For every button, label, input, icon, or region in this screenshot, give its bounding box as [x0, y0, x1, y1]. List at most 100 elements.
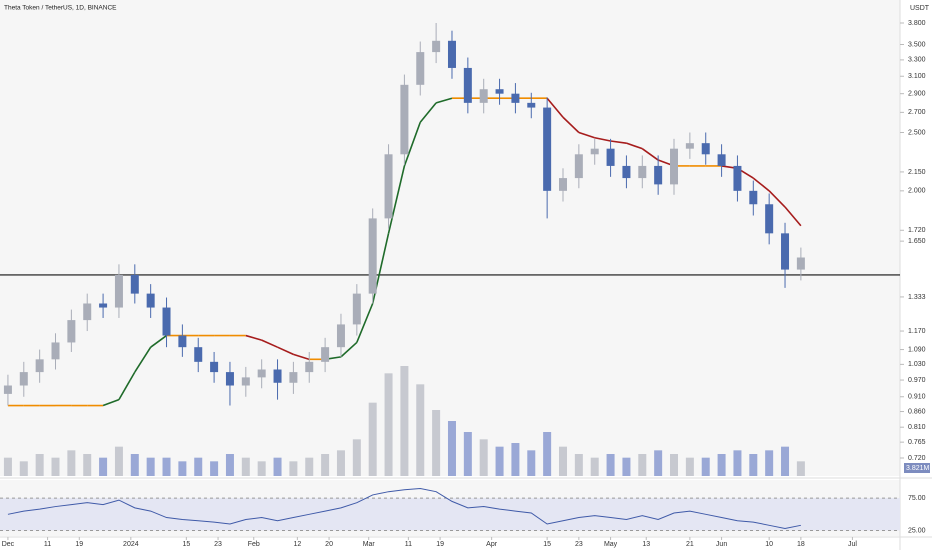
candle-body — [432, 40, 441, 53]
candle-body — [654, 165, 663, 185]
chart-title: Theta Token / TetherUS, 1D, BINANCE — [4, 5, 117, 12]
y-tick-label: 1.170 — [908, 328, 926, 335]
volume-bar — [590, 457, 599, 476]
x-tick-label: Mar — [363, 541, 376, 548]
candle-body — [670, 148, 679, 185]
volume-bar — [35, 454, 44, 476]
x-tick-label: 20 — [325, 541, 333, 548]
candle-body — [352, 293, 361, 325]
rsi-tick-label: 75.00 — [908, 495, 926, 502]
volume-bar — [400, 366, 409, 476]
candle-body — [543, 107, 552, 191]
y-tick-label: 0.810 — [908, 424, 926, 431]
volume-bar — [67, 450, 76, 476]
volume-bar — [178, 461, 187, 476]
candle-body — [495, 89, 504, 94]
x-tick-label: 2024 — [123, 541, 139, 548]
candle-body — [463, 67, 472, 103]
volume-bar — [670, 454, 679, 476]
volume-bar — [289, 461, 298, 476]
candle-body — [606, 148, 615, 166]
x-tick-label: 10 — [765, 541, 773, 548]
candle-body — [781, 233, 790, 270]
candle-body — [765, 204, 774, 234]
trend-line — [134, 346, 152, 373]
y-tick-label: 3.300 — [908, 57, 926, 64]
volume-bar — [336, 450, 345, 476]
x-tick-label: 15 — [182, 541, 190, 548]
volume-bar — [733, 450, 742, 476]
trend-line — [277, 346, 294, 356]
y-tick-label: 3.800 — [908, 20, 926, 27]
trend-line — [546, 97, 564, 118]
x-tick-label: Feb — [248, 541, 260, 548]
x-tick-label: May — [604, 541, 618, 548]
volume-bar — [796, 461, 805, 476]
trend-line — [784, 206, 802, 227]
volume-bar — [527, 450, 536, 476]
volume-bar — [368, 402, 377, 476]
candle-body — [67, 320, 76, 343]
y-tick-label: 0.765 — [908, 439, 926, 446]
x-tick-label: 11 — [405, 541, 412, 548]
candle-body — [368, 218, 377, 294]
volume-bar — [543, 432, 552, 476]
volume-bar — [384, 373, 393, 476]
volume-bar — [558, 446, 567, 476]
candle-body — [241, 377, 250, 386]
trend-line — [768, 190, 786, 208]
y-tick-label: 0.720 — [908, 455, 926, 462]
x-tick-label: 19 — [436, 541, 444, 548]
y-tick-label: 2.150 — [908, 169, 926, 176]
candle-body — [130, 274, 139, 294]
candle-body — [574, 154, 583, 179]
candle-body — [289, 372, 298, 383]
candle-body — [178, 335, 187, 348]
candle-body — [733, 165, 742, 191]
x-tick-label: Jul — [848, 541, 857, 548]
volume-bar — [479, 439, 488, 476]
x-tick-label: 12 — [293, 541, 301, 548]
y-tick-label: 1.333 — [908, 294, 926, 301]
trend-line — [626, 142, 643, 150]
candle-body — [3, 385, 12, 394]
x-tick-label: Dec — [2, 541, 15, 548]
price-pane — [0, 0, 900, 476]
x-tick-label: 18 — [797, 541, 805, 548]
volume-bar — [99, 457, 108, 476]
candle-body — [99, 303, 108, 308]
y-tick-label: 1.090 — [908, 346, 926, 353]
volume-bar — [447, 421, 456, 476]
candle-body — [749, 190, 758, 205]
volume-bar — [51, 457, 60, 476]
volume-bar — [717, 454, 726, 476]
y-tick-label: 0.970 — [908, 377, 926, 384]
volume-bar — [130, 454, 139, 476]
trend-line — [641, 148, 659, 161]
volume-bar — [638, 454, 647, 476]
volume-bar — [114, 446, 123, 476]
candle-body — [305, 361, 314, 373]
volume-bar — [765, 450, 774, 476]
x-tick-label: 11 — [44, 541, 51, 548]
y-tick-label: 1.650 — [908, 238, 926, 245]
trend-line — [562, 116, 580, 134]
trend-line — [340, 341, 358, 358]
volume-tag — [904, 463, 930, 473]
trend-line — [752, 177, 770, 192]
volume-label: 3.821M — [906, 465, 930, 472]
volume-bar — [654, 450, 663, 476]
trend-line — [261, 339, 278, 348]
y-tick-label: 0.910 — [908, 394, 926, 401]
y-tick-label: 0.860 — [908, 408, 926, 415]
volume-bar — [701, 457, 710, 476]
candle-body — [527, 102, 536, 108]
candle-body — [83, 303, 92, 321]
x-tick-label: 23 — [214, 541, 222, 548]
candle-body — [194, 347, 203, 362]
volume-bar — [495, 446, 504, 476]
candle-body — [384, 154, 393, 219]
volume-bar — [305, 457, 314, 476]
x-tick-label: Jun — [716, 541, 727, 548]
